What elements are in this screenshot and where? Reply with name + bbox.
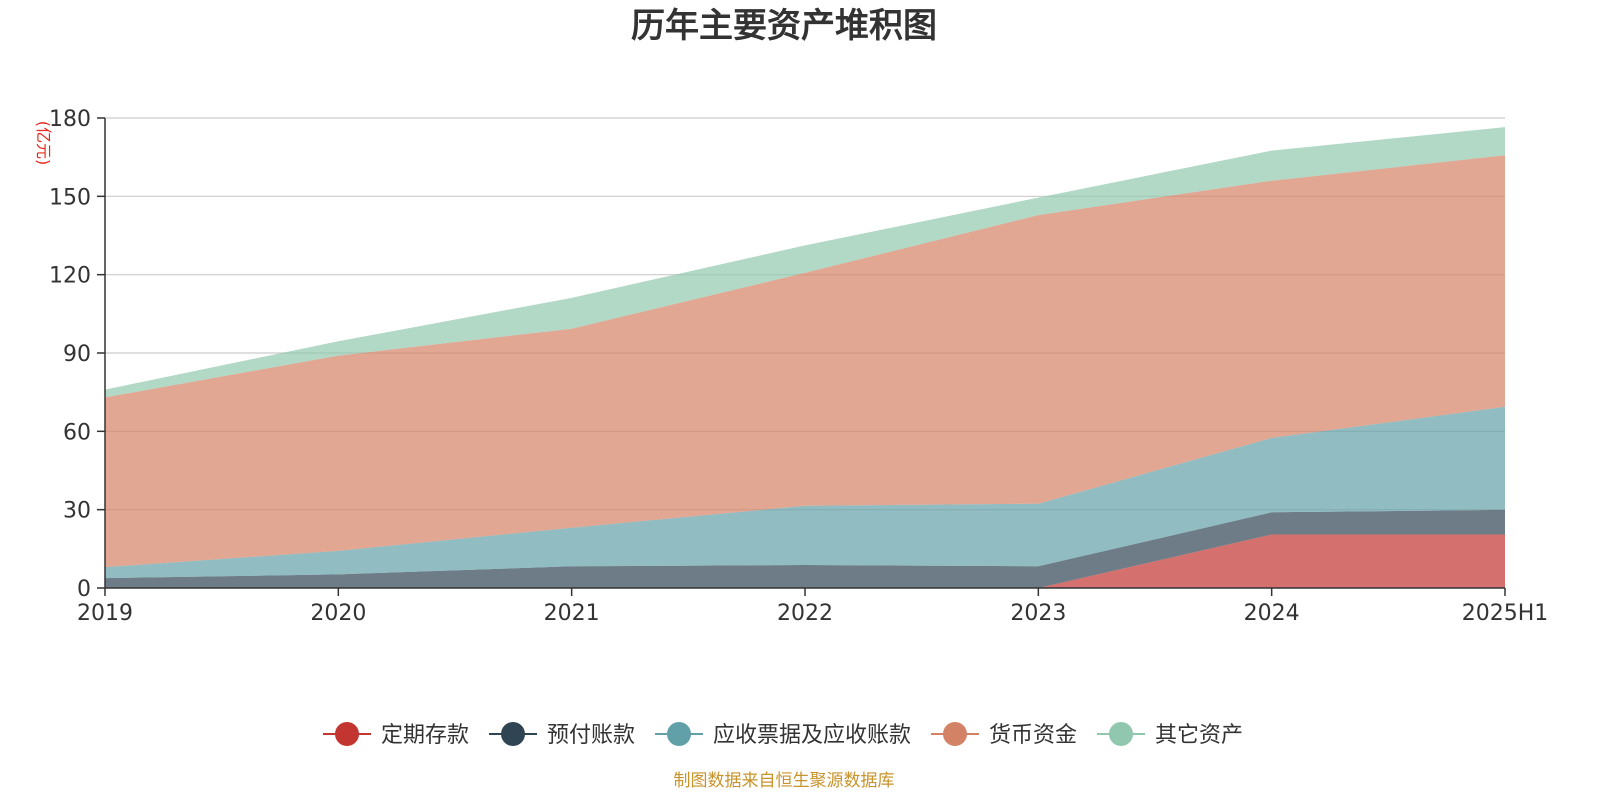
x-tick-label: 2020 — [310, 601, 366, 626]
area-series-4 — [105, 127, 1505, 398]
area-series-2 — [105, 406, 1505, 579]
legend-label: 其它资产 — [1155, 723, 1243, 748]
x-tick-label: 2025H1 — [1462, 601, 1549, 626]
legend-label: 定期存款 — [381, 723, 469, 748]
legend-marker — [335, 722, 359, 746]
legend-label: 应收票据及应收账款 — [713, 723, 911, 748]
y-tick-label: 90 — [63, 342, 91, 367]
legend-label: 预付账款 — [547, 723, 635, 748]
x-tick-label: 2023 — [1010, 601, 1066, 626]
x-tick-label: 2021 — [544, 601, 600, 626]
legend-item-2[interactable]: 应收票据及应收账款 — [655, 722, 911, 748]
legend-marker — [943, 722, 967, 746]
legend-item-1[interactable]: 预付账款 — [489, 722, 635, 748]
x-tick-label: 2022 — [777, 601, 833, 626]
legend-marker — [667, 722, 691, 746]
y-tick-label: 150 — [49, 185, 91, 210]
area-series-1 — [105, 509, 1505, 588]
y-tick-label: 180 — [49, 107, 91, 132]
legend-label: 货币资金 — [989, 723, 1077, 748]
x-tick-label: 2024 — [1244, 601, 1300, 626]
area-series-0 — [105, 534, 1505, 588]
y-unit-label: (亿元) — [34, 121, 53, 166]
x-tick-label: 2019 — [77, 601, 133, 626]
chart-title: 历年主要资产堆积图 — [631, 6, 937, 46]
legend-item-0[interactable]: 定期存款 — [323, 722, 469, 748]
area-series-3 — [105, 155, 1505, 568]
legend-item-3[interactable]: 货币资金 — [931, 722, 1077, 748]
legend-marker — [501, 722, 525, 746]
source-note: 制图数据来自恒生聚源数据库 — [674, 771, 895, 791]
areas — [105, 127, 1505, 588]
legend-item-4[interactable]: 其它资产 — [1097, 722, 1243, 748]
axes: 0 30 60 90 120 150 180 2019 2020 2021 2022 2023 2024… — [49, 107, 1548, 626]
y-tick-label: 30 — [63, 499, 91, 524]
legend[interactable]: 定期存款 预付账款 应收票据及应收账款 货币资金 其它资产 — [323, 722, 1243, 748]
legend-marker — [1109, 722, 1133, 746]
y-tick-label: 120 — [49, 264, 91, 289]
y-tick-label: 60 — [63, 420, 91, 445]
y-tick-label: 0 — [77, 577, 91, 602]
